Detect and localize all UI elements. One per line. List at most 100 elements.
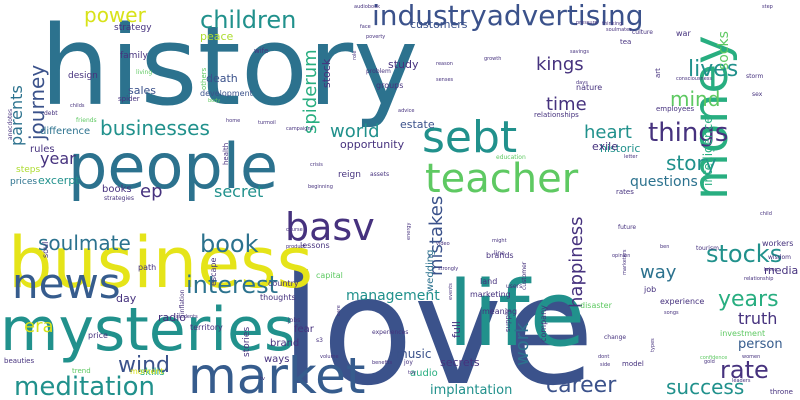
word-steps: steps	[16, 165, 40, 175]
word-nature: nature	[576, 83, 602, 92]
word-gold: gold	[704, 359, 715, 365]
word-development: development	[200, 89, 253, 98]
word-questions: questions	[630, 174, 698, 190]
word-course: course	[286, 227, 303, 233]
word-problem: problem	[366, 68, 391, 75]
word-disaster: disaster	[580, 301, 613, 310]
word-rules: rules	[30, 144, 55, 155]
word-fear: fear	[294, 324, 315, 335]
word-types: types	[650, 338, 656, 352]
word-throne: throne	[770, 388, 793, 396]
word-year: year	[40, 149, 76, 168]
word-body: body	[208, 98, 220, 104]
word-culture: culture	[632, 29, 653, 36]
word-sales: sales	[128, 84, 156, 97]
word-wind: wind	[118, 353, 170, 378]
word-kings: kings	[536, 54, 584, 75]
word-anecdotes: anecdotes	[7, 109, 14, 140]
word-care: care	[336, 305, 342, 316]
word-management: management	[346, 288, 440, 304]
word-groups: groups	[376, 81, 403, 90]
word-users: users	[506, 283, 522, 290]
word-meditation: meditation	[14, 372, 155, 400]
word-living: living	[136, 69, 152, 76]
word-market: market	[188, 347, 365, 400]
word-spider: spider	[118, 95, 140, 103]
word-mysteries: mysteries	[0, 295, 295, 365]
word-strategies: strategies	[104, 195, 134, 202]
word-consciousness: consciousness	[676, 76, 712, 82]
word-books: books	[102, 184, 132, 195]
word-capital: capital	[316, 271, 343, 280]
word-implantation: implantation	[430, 383, 512, 398]
word-beauties: beauties	[4, 357, 34, 365]
word-debt: debt	[44, 110, 58, 117]
word-media: media	[764, 264, 798, 277]
word-war: war	[676, 29, 691, 38]
word-tourism: tourism	[696, 245, 719, 252]
word-pressure: pressure	[576, 20, 598, 26]
word-world: world	[330, 121, 380, 142]
word-prices: prices	[10, 177, 37, 187]
word-events: events	[448, 283, 454, 300]
word-experience: experience	[660, 297, 704, 306]
word-death: death	[206, 72, 238, 85]
word-thoughts: thoughts	[260, 293, 296, 302]
word-time: time	[546, 94, 587, 115]
word-thinking: thinking	[602, 21, 622, 27]
word-childs: childs	[70, 103, 85, 109]
word-children: children	[200, 6, 296, 34]
word-change: change	[604, 334, 626, 341]
word-ep: ep	[140, 181, 163, 202]
word-growth: growth	[484, 56, 501, 62]
word-excerpt: excerpt	[38, 174, 80, 187]
word-history: history	[40, 2, 418, 130]
word-book: book	[200, 230, 259, 258]
word-education: education	[496, 154, 526, 161]
word-rate: rate	[720, 356, 769, 384]
word-joy: joy	[403, 359, 413, 366]
word-product: product	[286, 244, 305, 250]
word-love: love	[280, 245, 595, 400]
word-jobs: jobs	[287, 317, 300, 324]
word-soulmate: soulmate	[38, 231, 131, 255]
word-audio: audio	[410, 368, 438, 379]
word-volume: volume	[320, 354, 339, 360]
word-wisdom: wisdom	[768, 254, 791, 261]
word-day: day	[116, 292, 137, 305]
word-inflation: inflation	[179, 289, 186, 314]
word-songs: songs	[664, 310, 679, 316]
word-crisis: crisis	[310, 162, 323, 168]
word-path: path	[138, 263, 156, 272]
word-s3: s3	[316, 337, 323, 344]
word-things: things	[648, 118, 728, 148]
word-leaders: leaders	[732, 378, 751, 384]
word-step: step	[762, 4, 773, 10]
word-reason: reason	[436, 61, 453, 67]
word-career: career	[546, 373, 617, 398]
word-mistakes: mistakes	[426, 196, 447, 276]
word-assets: assets	[370, 171, 389, 178]
word-industryadvertising: industryadvertising	[372, 0, 644, 32]
word-brand: brand	[270, 338, 299, 349]
word-sex: sex	[752, 91, 763, 98]
word-relationships: relationships	[534, 111, 579, 119]
word-video: video	[436, 241, 450, 247]
word-news: news	[12, 259, 121, 308]
word-trend: trend	[72, 367, 91, 375]
word-teacher: teacher	[425, 156, 579, 202]
word-opportunity: opportunity	[340, 138, 405, 151]
word-music: music	[396, 347, 431, 361]
word-parents: parents	[7, 85, 26, 146]
word-price: price	[88, 331, 108, 340]
word-full: full	[450, 321, 463, 338]
word-side: side	[600, 362, 610, 368]
word-era: era	[24, 316, 54, 337]
word-success: success	[666, 375, 744, 399]
word-strategy: strategy	[114, 23, 152, 33]
word-relationship: relationship	[744, 276, 773, 282]
word-senses: senses	[436, 77, 454, 83]
word-design: design	[68, 71, 98, 81]
word-estate: estate	[400, 118, 435, 131]
